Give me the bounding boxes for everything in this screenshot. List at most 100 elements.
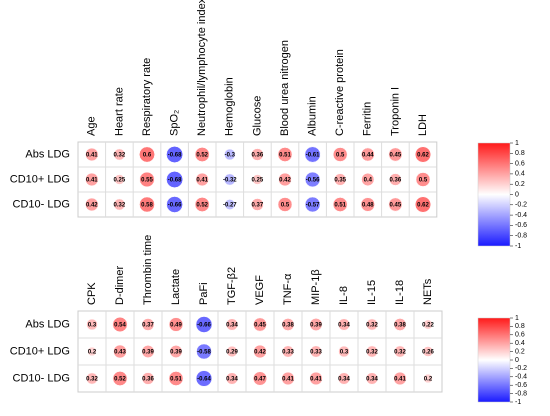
cell-value: -0.32	[223, 178, 237, 184]
cell-value: 0.45	[390, 153, 402, 159]
correlation-circle	[85, 197, 99, 212]
colorbar-label: 0	[515, 191, 519, 198]
column-label: CPK	[86, 282, 98, 305]
cell-value: 0.5	[336, 153, 345, 159]
cell-value: 0.52	[114, 377, 126, 383]
cell-value: 0.34	[226, 377, 238, 383]
column-label: PaFi	[198, 282, 210, 305]
cell-value: 0.37	[142, 323, 154, 329]
correlation-circle	[282, 345, 294, 358]
correlation-circle	[166, 146, 184, 163]
cell-value: 0.36	[252, 153, 264, 159]
cell-value: 0.39	[310, 323, 322, 329]
cell-value: 0.45	[254, 323, 266, 329]
correlation-circle	[166, 171, 184, 188]
correlation-circle	[388, 197, 403, 212]
row-label: CD10+ LDG	[10, 173, 70, 185]
cell-value: 0.52	[196, 203, 208, 209]
correlation-circle	[194, 197, 210, 212]
correlation-circle	[85, 147, 99, 162]
cell-value: -0.61	[306, 153, 320, 159]
column-label: Heart rate	[113, 87, 125, 136]
cell-value: 0.6	[143, 153, 152, 159]
correlation-circle	[366, 318, 378, 331]
cell-value: 0.2	[424, 377, 433, 383]
correlation-circle	[423, 373, 433, 384]
cell-value: 0.37	[252, 203, 264, 209]
correlation-circle	[309, 318, 323, 331]
cell-value: -0.3	[225, 153, 236, 159]
correlation-circle	[225, 318, 239, 331]
correlation-circle	[226, 345, 238, 358]
cell-value: 0.51	[279, 153, 291, 159]
cell-value: 0.32	[366, 323, 378, 329]
cell-value: -0.68	[168, 178, 182, 184]
correlation-circle	[415, 172, 431, 187]
correlation-circle	[113, 198, 126, 211]
correlation-circle	[139, 196, 155, 213]
cell-value: 0.58	[141, 203, 153, 209]
cell-value: 0.35	[334, 178, 346, 184]
column-label: Thrombin time	[142, 235, 154, 305]
row-label: CD10- LDG	[13, 198, 70, 210]
cell-value: 0.36	[390, 178, 402, 184]
correlation-circle	[252, 371, 268, 386]
column-label: Age	[86, 116, 98, 136]
cell-value: -0.57	[306, 203, 320, 209]
column-label: Hemoglobin	[224, 77, 236, 136]
column-label: Blood urea nitrogen	[279, 40, 291, 136]
cell-value: 0.34	[366, 377, 378, 383]
cell-value: 0.49	[170, 323, 182, 329]
cell-value: -0.56	[306, 178, 320, 184]
correlation-circle	[113, 344, 127, 359]
correlation-circle	[195, 370, 213, 387]
column-label: Albumin	[307, 96, 319, 136]
column-label: Neutrophil/lymphocyte index	[196, 0, 208, 136]
cell-value: 0.54	[114, 323, 126, 329]
correlation-circle	[414, 146, 432, 163]
correlation-circle	[168, 317, 184, 332]
row-label: CD10- LDG	[13, 372, 70, 384]
correlation-circle	[304, 146, 321, 163]
correlation-circle	[278, 172, 292, 187]
cell-value: 0.41	[310, 377, 322, 383]
correlation-circle	[361, 172, 375, 187]
cell-value: 0.38	[394, 323, 406, 329]
correlation-circle	[169, 345, 183, 358]
colorbar	[477, 317, 511, 403]
cell-value: 0.5	[419, 178, 428, 184]
colorbar-label: -0.4	[515, 212, 527, 219]
cell-value: -0.66	[197, 323, 211, 329]
correlation-circle	[422, 346, 434, 357]
cell-value: 0.5	[281, 203, 290, 209]
correlation-circle	[253, 344, 267, 359]
cell-value: 0.3	[88, 323, 97, 329]
correlation-circle	[112, 371, 128, 386]
colorbar-label: 0.2	[515, 348, 525, 355]
cell-value: 0.51	[334, 203, 346, 209]
correlation-circle	[388, 147, 403, 162]
correlation-circle	[277, 197, 293, 212]
correlation-circle	[223, 173, 236, 186]
correlation-circle	[393, 371, 407, 386]
cell-value: 0.3	[340, 350, 349, 356]
colorbar-label: 0.4	[515, 171, 525, 178]
row-label: Abs LDG	[25, 148, 70, 160]
cell-value: 0.41	[86, 178, 98, 184]
colorbar-label: -0.6	[515, 222, 527, 229]
cell-value: 0.39	[170, 350, 182, 356]
column-label: C-reactive protein	[334, 49, 346, 136]
correlation-circle	[394, 345, 406, 358]
column-label: Lactate	[170, 269, 182, 305]
correlation-circle	[304, 196, 321, 213]
correlation-circle	[334, 173, 347, 186]
correlation-circle	[337, 318, 351, 331]
correlation-circle	[252, 174, 263, 185]
column-label: SpO₂	[169, 110, 181, 136]
correlation-circle	[389, 173, 402, 186]
correlation-circle	[277, 147, 293, 162]
correlation-circle	[360, 197, 375, 212]
colorbar-label: -1	[515, 243, 521, 250]
cell-value: 0.34	[338, 323, 350, 329]
